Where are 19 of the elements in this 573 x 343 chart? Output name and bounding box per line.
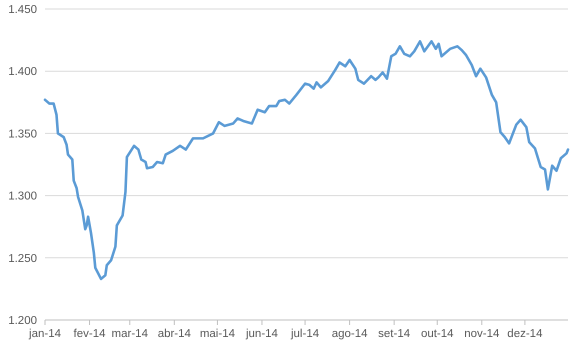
x-tick-label: jul-14 (290, 328, 320, 340)
line-series (44, 40, 570, 280)
y-tick-label: 1.300 (8, 190, 37, 203)
x-tick-label: mar-14 (112, 328, 149, 340)
x-tick-label: jun-14 (244, 328, 279, 340)
y-tick-label: 1.450 (8, 4, 37, 16)
x-tick-label: abr-14 (158, 328, 192, 340)
y-tick-label: 1.350 (8, 128, 37, 140)
x-tick-label: out-14 (420, 328, 454, 340)
y-tick-label: 1.400 (8, 66, 37, 78)
y-tick-label: 1.200 (8, 315, 37, 327)
x-tick-label: fev-14 (74, 328, 106, 340)
x-tick-label: dez-14 (507, 328, 544, 340)
x-tick-label: jan-14 (28, 328, 62, 340)
x-tick-label: set-14 (378, 328, 411, 340)
x-tick-label: mai-14 (200, 328, 236, 340)
y-tick-label: 1.250 (8, 252, 37, 265)
x-tick-label: ago-14 (332, 328, 368, 340)
x-tick-label: nov-14 (464, 328, 500, 340)
